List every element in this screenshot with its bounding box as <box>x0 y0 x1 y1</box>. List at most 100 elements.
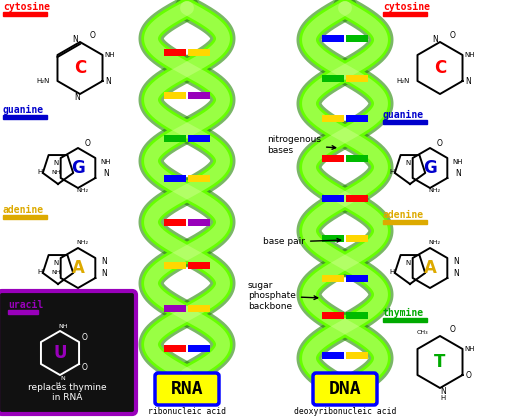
Text: uracil: uracil <box>8 300 43 310</box>
Text: O: O <box>465 370 471 380</box>
Bar <box>321 155 343 162</box>
Text: NH: NH <box>100 159 111 165</box>
Text: O: O <box>85 139 91 149</box>
Text: thymine: thymine <box>382 308 423 318</box>
Text: NH: NH <box>464 346 474 352</box>
Bar <box>188 218 210 226</box>
Bar <box>345 155 367 162</box>
Bar <box>321 34 343 42</box>
Text: N: N <box>452 257 458 267</box>
Bar <box>164 304 186 312</box>
Text: N: N <box>405 160 410 166</box>
Text: H₂N: H₂N <box>396 78 410 84</box>
Text: H: H <box>56 383 60 388</box>
Bar <box>321 352 343 359</box>
Bar <box>345 115 367 121</box>
Bar <box>3 215 47 219</box>
Text: N: N <box>465 76 471 86</box>
Text: H: H <box>37 169 42 175</box>
Bar <box>188 344 210 352</box>
Text: G: G <box>71 159 85 177</box>
Text: N: N <box>405 260 410 266</box>
FancyBboxPatch shape <box>313 373 376 405</box>
Text: deoxyribonucleic acid: deoxyribonucleic acid <box>293 407 395 416</box>
Bar <box>345 312 367 318</box>
Text: NH: NH <box>51 171 61 176</box>
Bar <box>188 304 210 312</box>
Bar <box>321 194 343 202</box>
Bar <box>321 234 343 241</box>
Bar <box>321 312 343 318</box>
Text: NH: NH <box>51 270 61 276</box>
Text: O: O <box>449 32 455 40</box>
Text: A: A <box>423 259 436 277</box>
Text: NH₂: NH₂ <box>76 241 88 246</box>
Bar <box>345 275 367 281</box>
Text: adenine: adenine <box>3 205 44 215</box>
Bar <box>345 34 367 42</box>
Text: N: N <box>53 260 59 266</box>
Text: ribonucleic acid: ribonucleic acid <box>147 407 226 416</box>
Text: U: U <box>53 344 67 362</box>
Text: CH₃: CH₃ <box>416 331 427 336</box>
Bar <box>321 74 343 81</box>
Text: guanine: guanine <box>3 105 44 115</box>
Bar <box>8 310 38 314</box>
Bar <box>164 218 186 226</box>
Bar <box>164 344 186 352</box>
Text: base pair: base pair <box>263 237 340 247</box>
Text: O: O <box>90 32 96 40</box>
Text: H: H <box>389 169 394 175</box>
Text: in RNA: in RNA <box>52 393 82 402</box>
Text: replaces thymine: replaces thymine <box>28 383 106 392</box>
Bar <box>164 92 186 99</box>
Text: N: N <box>74 92 80 102</box>
Bar <box>345 74 367 81</box>
Text: T: T <box>433 353 445 371</box>
Bar <box>188 174 210 181</box>
Text: C: C <box>433 59 445 77</box>
Text: N: N <box>106 76 111 86</box>
Text: N: N <box>452 270 458 278</box>
Bar <box>188 134 210 142</box>
Text: cytosine: cytosine <box>382 2 429 12</box>
Bar <box>345 352 367 359</box>
Bar <box>164 48 186 55</box>
Text: NH₂: NH₂ <box>427 189 439 194</box>
Text: NH₂: NH₂ <box>76 189 88 194</box>
Text: N: N <box>103 170 109 178</box>
Text: RNA: RNA <box>170 380 203 398</box>
Text: DNA: DNA <box>328 380 361 398</box>
FancyBboxPatch shape <box>0 291 136 414</box>
Text: NH: NH <box>464 52 474 58</box>
Text: N: N <box>53 160 59 166</box>
Text: cytosine: cytosine <box>3 2 50 12</box>
Text: N: N <box>439 388 445 396</box>
Bar <box>345 234 367 241</box>
Bar <box>164 174 186 181</box>
Text: NH₂: NH₂ <box>427 241 439 246</box>
Text: N: N <box>72 36 78 45</box>
Bar <box>321 115 343 121</box>
Text: NH: NH <box>58 325 68 330</box>
Text: O: O <box>436 139 442 149</box>
Bar <box>382 318 426 322</box>
Text: N: N <box>454 170 460 178</box>
Text: NH: NH <box>104 52 115 58</box>
FancyBboxPatch shape <box>155 373 219 405</box>
Bar <box>3 115 47 119</box>
Bar <box>382 12 426 16</box>
Bar <box>321 275 343 281</box>
Bar <box>188 48 210 55</box>
Text: H: H <box>37 269 42 275</box>
Text: O: O <box>82 363 88 373</box>
Text: O: O <box>449 326 455 334</box>
Text: C: C <box>74 59 86 77</box>
Text: NH: NH <box>452 159 463 165</box>
Bar <box>382 220 426 224</box>
Text: N: N <box>61 376 65 381</box>
Text: N: N <box>431 36 437 45</box>
Text: H: H <box>439 395 445 401</box>
Bar <box>164 134 186 142</box>
Text: A: A <box>71 259 84 277</box>
